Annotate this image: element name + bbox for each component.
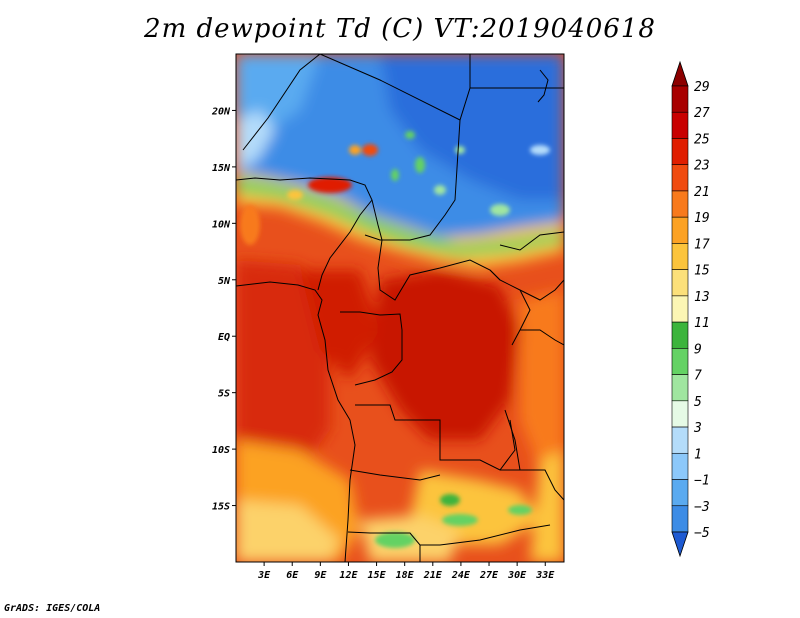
colorbar-label: 21: [694, 185, 710, 200]
colorbar: 29 27 25 23 21 19 17 15 13 11 9 7 5 3 1 −1 −3 −5: [671, 60, 710, 558]
colorbar-label: 27: [694, 106, 710, 121]
colorbar-label: −3: [694, 500, 710, 515]
colorbar-swatch: [671, 295, 689, 323]
colorbar-label: 25: [694, 132, 710, 147]
colorbar-swatch: [671, 426, 689, 454]
colorbar-label: 23: [694, 159, 710, 174]
lon-tick-label: 24E: [451, 570, 471, 581]
lat-tick-label: 10N: [212, 219, 231, 230]
colorbar-label: 15: [694, 264, 710, 279]
lat-tick-label: 15N: [212, 163, 231, 174]
lat-tick-label: 20N: [211, 106, 231, 117]
colorbar-label: −1: [694, 474, 710, 489]
colorbar-swatch: [671, 111, 689, 139]
lat-tick-label: 5N: [218, 276, 231, 287]
lon-tick-label: 33E: [535, 570, 555, 581]
colorbar-bottom-arrow: [671, 531, 689, 558]
grads-credit: GrADS: IGES/COLA: [4, 603, 101, 614]
lon-tick-label: 6E: [286, 570, 299, 581]
dewpoint-field: [236, 54, 564, 562]
colorbar-label: 3: [693, 421, 702, 436]
lon-tick-label: 30E: [507, 570, 527, 581]
colorbar-label: −5: [694, 526, 710, 541]
colorbar-swatch: [671, 269, 689, 297]
colorbar-label: 17: [694, 237, 710, 252]
colorbar-top-arrow: [671, 60, 689, 87]
latitude-axis: 20N 15N 10N 5N EQ 5S 10S 15S: [211, 106, 236, 513]
colorbar-swatch: [671, 190, 689, 218]
colorbar-swatch: [671, 374, 689, 402]
longitude-axis: 3E 6E 9E 12E 15E 18E 21E 24E 27E 30E 33E: [257, 562, 555, 581]
colorbar-label: 11: [694, 316, 710, 331]
colorbar-swatch: [671, 216, 689, 244]
colorbar-swatch: [671, 164, 689, 192]
lat-tick-label: 5S: [218, 389, 230, 400]
lon-tick-label: 9E: [314, 570, 327, 581]
colorbar-swatch: [671, 321, 689, 349]
lat-tick-label: EQ: [218, 332, 230, 343]
chart-title: 2m dewpoint Td (C) VT:2019040618: [144, 14, 656, 44]
colorbar-label: 1: [694, 447, 702, 462]
colorbar-label: 19: [694, 211, 710, 226]
colorbar-label: 7: [694, 369, 702, 384]
colorbar-swatch: [671, 400, 689, 428]
colorbar-swatch: [671, 348, 689, 375]
lat-tick-label: 15S: [212, 502, 230, 513]
colorbar-swatch: [671, 479, 689, 507]
lat-tick-label: 10S: [212, 445, 230, 456]
lon-tick-label: 3E: [257, 570, 271, 581]
colorbar-label: 13: [694, 290, 710, 305]
lon-tick-label: 12E: [339, 570, 358, 581]
colorbar-swatch: [671, 138, 689, 166]
map-frame: [235, 53, 565, 563]
lon-tick-label: 18E: [396, 570, 415, 581]
colorbar-label: 5: [694, 395, 702, 410]
lon-tick-label: 27E: [479, 570, 499, 581]
lon-tick-label: 21E: [423, 570, 443, 581]
colorbar-swatch: [671, 243, 689, 270]
colorbar-swatch: [671, 85, 689, 113]
colorbar-label: 29: [694, 80, 710, 95]
colorbar-swatch: [671, 452, 689, 480]
colorbar-swatch: [671, 505, 689, 533]
colorbar-label: 9: [694, 342, 702, 357]
lon-tick-label: 15E: [368, 570, 387, 581]
